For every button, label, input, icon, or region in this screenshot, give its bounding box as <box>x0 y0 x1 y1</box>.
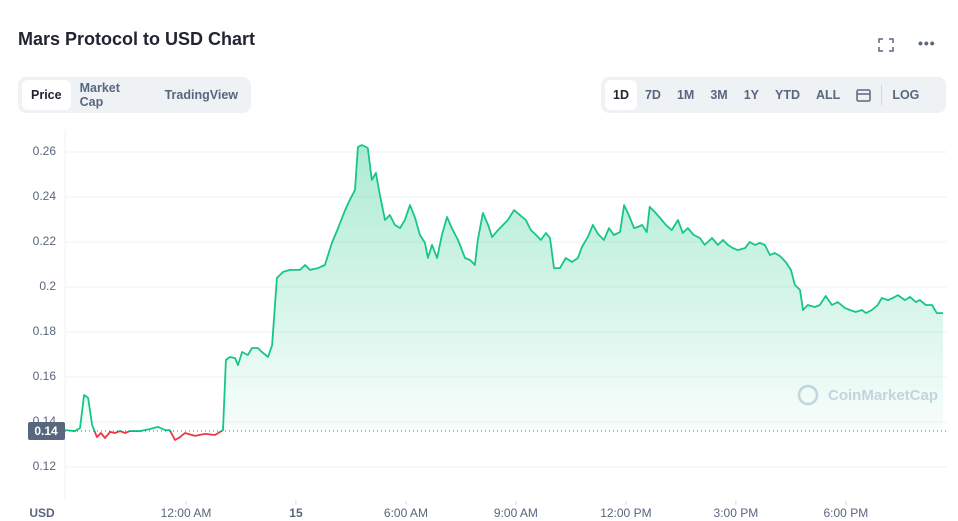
x-tick-label: 3:00 PM <box>714 506 759 520</box>
range-button[interactable]: YTD <box>775 88 801 102</box>
range-button[interactable]: 3M <box>710 88 728 102</box>
x-tick-label: 15 <box>289 506 303 520</box>
y-tick-label: 0.26 <box>33 144 57 158</box>
tab[interactable]: Market Cap <box>79 81 120 109</box>
y-tick-label: 0.22 <box>33 234 57 248</box>
log-button[interactable]: LOG <box>892 88 920 102</box>
range-button[interactable]: 1D <box>605 80 637 110</box>
price-line <box>64 144 943 441</box>
tab[interactable]: TradingView <box>164 88 238 102</box>
range-group: 1D 7D 1M 3M 1Y YTD ALL LOG <box>601 77 946 113</box>
tab-group: Price Market Cap TradingView <box>18 77 251 113</box>
reference-tag <box>28 422 65 440</box>
y-tick-label: 0.12 <box>33 459 57 473</box>
fullscreen-icon[interactable] <box>878 38 894 52</box>
range-button[interactable]: 1M <box>676 88 695 102</box>
area <box>65 145 943 431</box>
range-button[interactable]: 7D <box>644 88 661 102</box>
y-tick-label: 0.18 <box>33 324 57 338</box>
y-axis-unit: USD <box>29 506 55 520</box>
y-tick-label: 0.14 <box>33 414 57 428</box>
x-tick-label: 12:00 AM <box>161 506 212 520</box>
range-button[interactable]: ALL <box>816 88 841 102</box>
y-tick-label: 0.16 <box>33 369 57 383</box>
divider <box>881 85 883 105</box>
tab[interactable]: Price <box>22 80 71 110</box>
watermark: CoinMarketCap <box>828 387 938 404</box>
x-tick-label: 6:00 PM <box>824 506 869 520</box>
more-icon[interactable]: ••• <box>918 35 936 51</box>
calendar-icon[interactable] <box>856 88 872 102</box>
x-tick-label: 6:00 AM <box>384 506 428 520</box>
y-tick-label: 0.24 <box>33 189 57 203</box>
reference-label: 0.14 <box>34 424 58 438</box>
x-tick-label: 9:00 AM <box>494 506 538 520</box>
watermark-logo <box>797 384 819 406</box>
x-tick-label: 12:00 PM <box>600 506 651 520</box>
fullscreen-glyph <box>878 38 894 52</box>
chart-title: Mars Protocol to USD Chart <box>18 29 256 49</box>
calendar-glyph <box>856 89 872 102</box>
y-tick-label: 0.2 <box>39 279 56 293</box>
range-button[interactable]: 1Y <box>743 88 760 102</box>
